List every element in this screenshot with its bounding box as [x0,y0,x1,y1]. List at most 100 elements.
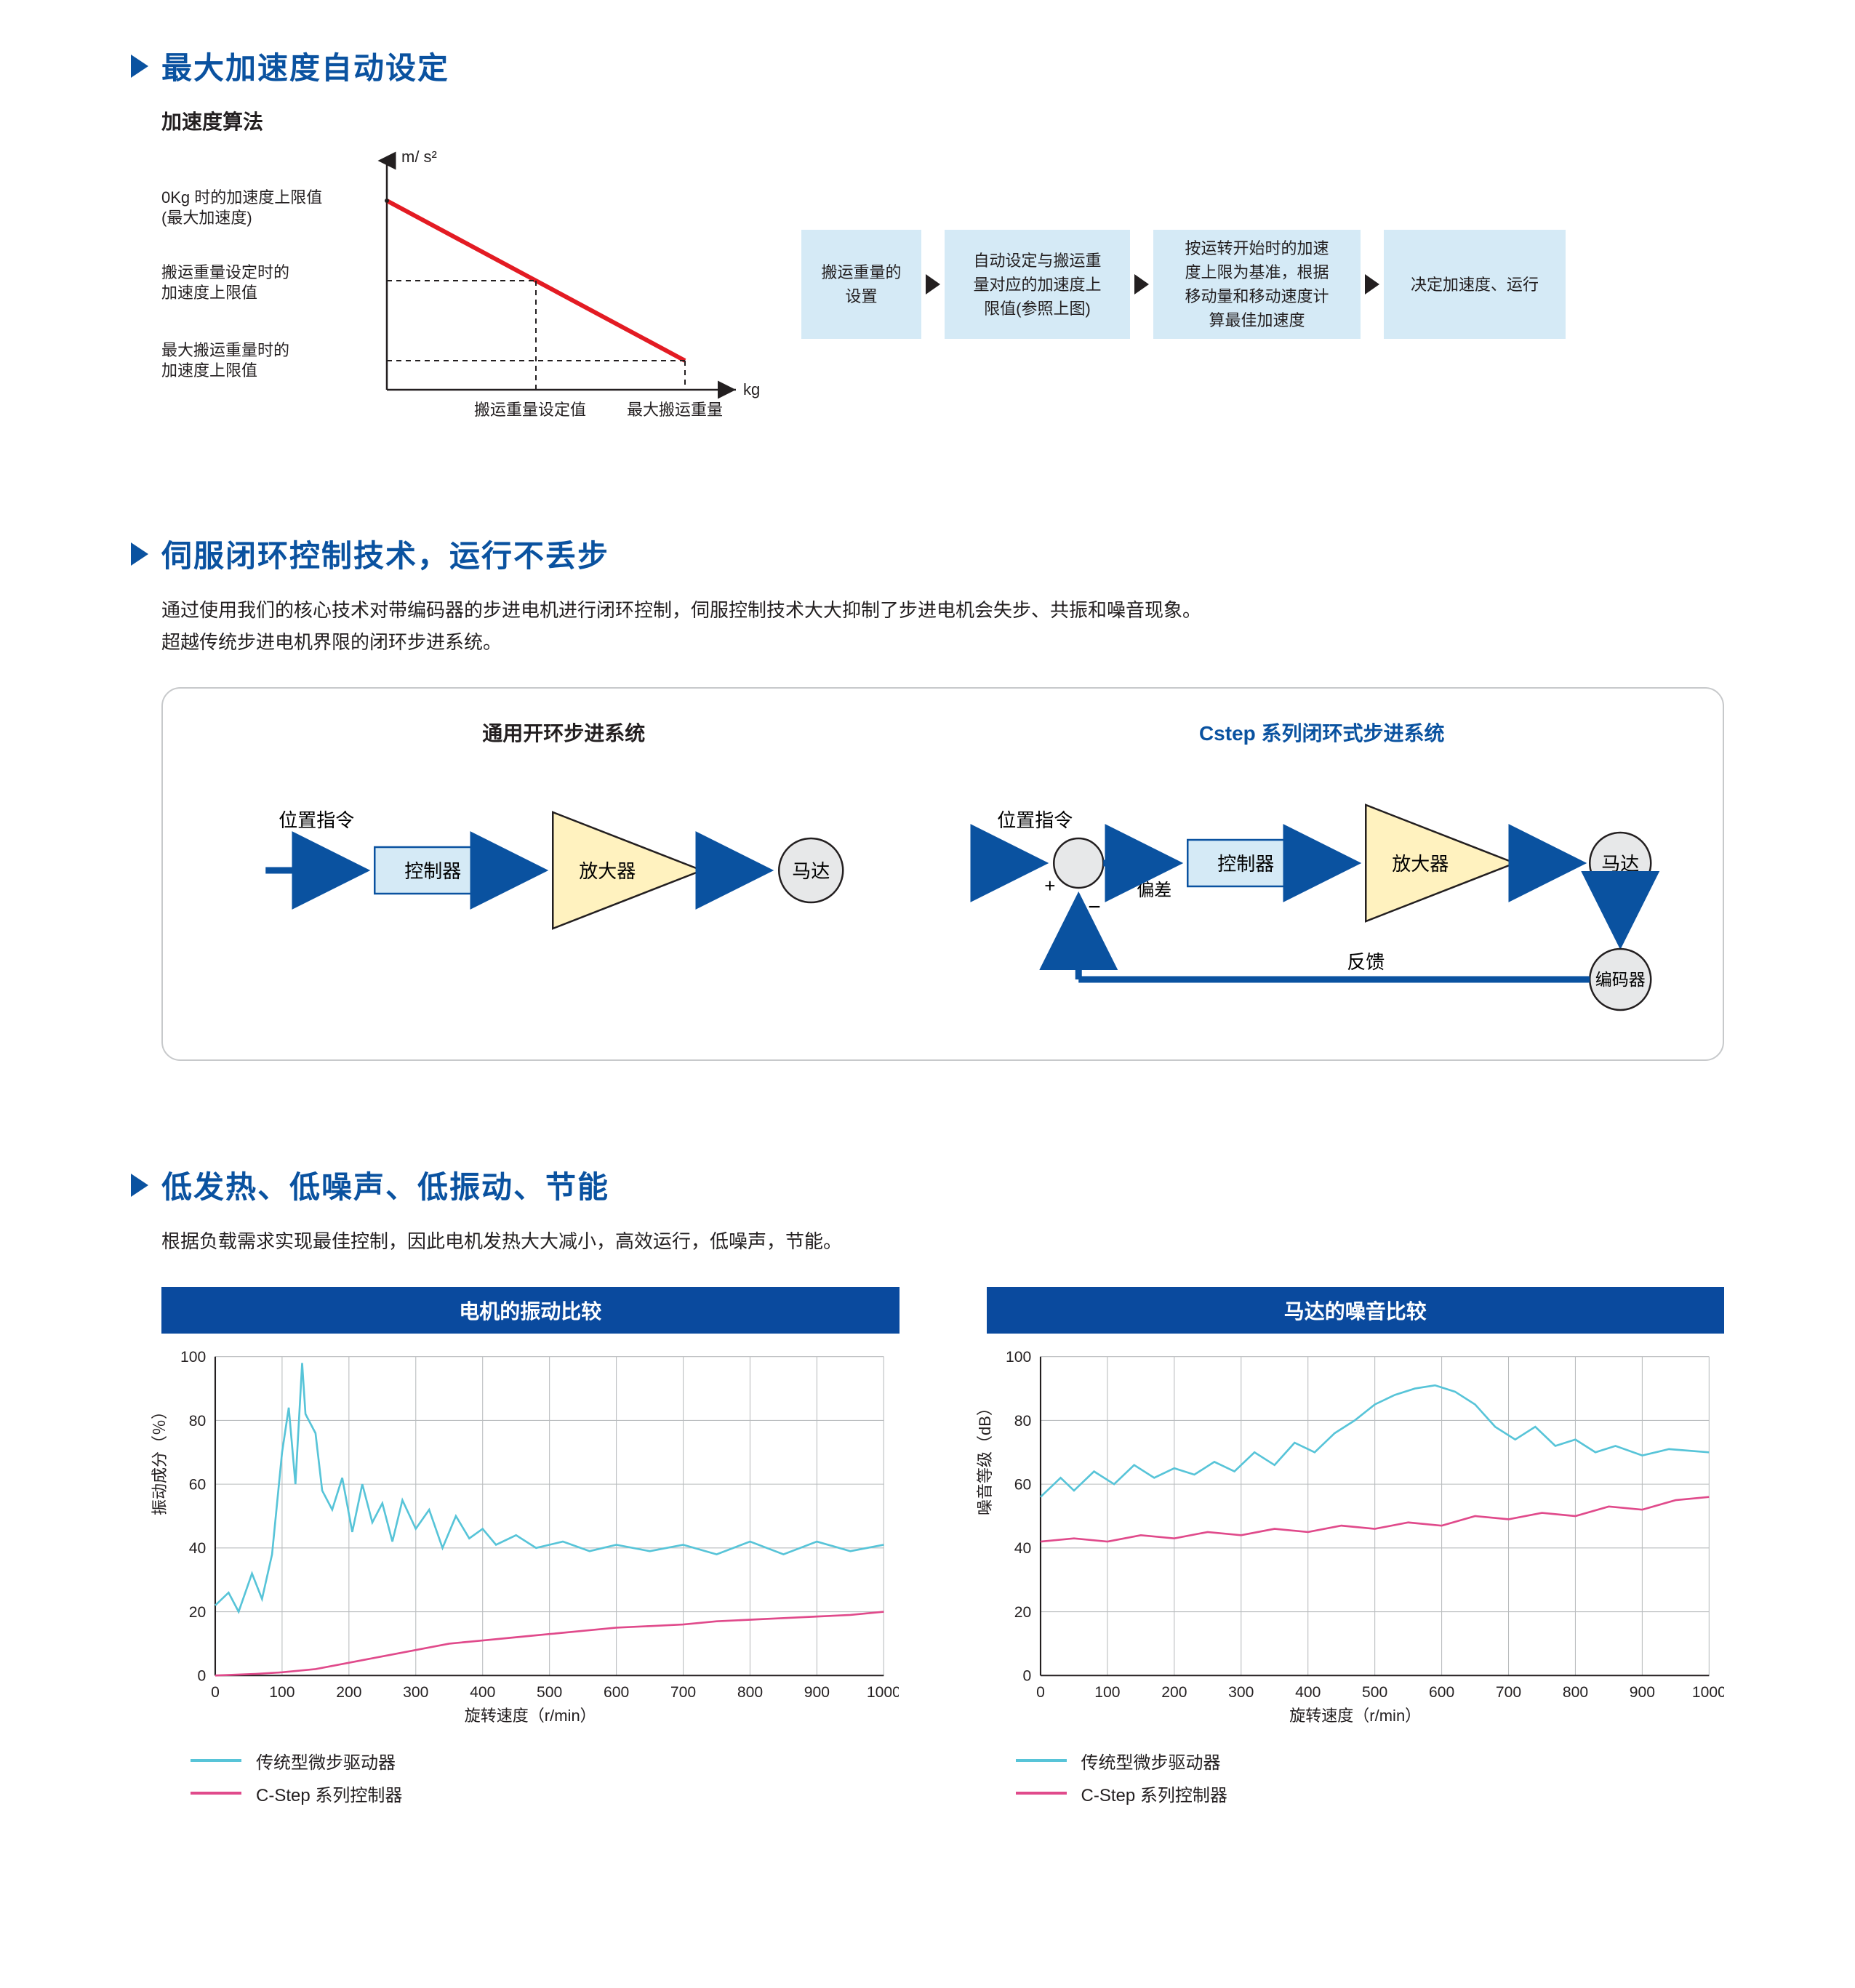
closed-motor: 马达 [1601,853,1639,875]
triangle-bullet-icon [131,1174,148,1197]
acceleration-diagram: m/ s² kg 0Kg 时的加速度上限值 (最大加速度) 搬运重量设定时的 加… [161,150,758,430]
svg-text:200: 200 [336,1683,361,1700]
closed-poscmd: 位置指令 [997,809,1073,831]
svg-text:400: 400 [1295,1683,1321,1700]
svg-text:40: 40 [1014,1540,1031,1557]
section2-body: 通过使用我们的核心技术对带编码器的步进电机进行闭环控制，伺服控制技术大大抑制了步… [161,594,1724,658]
open-loop-diagram: 通用开环步进系统 位置指令 控制器 放大器 [199,718,929,1023]
svg-text:100: 100 [1094,1683,1120,1700]
chart1-area: 振动成分（％） 01002003004005006007008009001000… [161,1334,900,1697]
section-closed-loop: 伺服闭环控制技术，运行不丢步 通过使用我们的核心技术对带编码器的步进电机进行闭环… [131,532,1724,1061]
closed-controller: 控制器 [1217,853,1274,875]
flow-arrow-icon [1365,274,1379,294]
legend-item: C-Step 系列控制器 [1016,1781,1725,1806]
svg-text:60: 60 [1014,1476,1031,1493]
legend-item: C-Step 系列控制器 [191,1781,900,1806]
section1-content-row: m/ s² kg 0Kg 时的加速度上限值 (最大加速度) 搬运重量设定时的 加… [161,150,1724,430]
svg-text:600: 600 [1428,1683,1454,1700]
chart2-title: 马达的噪音比较 [987,1287,1725,1334]
closed-bias: 偏差 [1137,881,1171,900]
svg-text:20: 20 [189,1604,207,1621]
flow-arrow-icon [1134,274,1149,294]
svg-text:600: 600 [604,1683,629,1700]
flow-arrow-icon [926,274,940,294]
section3-body: 根据负载需求实现最佳控制，因此电机发热大大减小，高效运行，低噪声，节能。 [161,1225,1724,1257]
chart-noise: 马达的噪音比较 噪音等级（dB） 01002003004005006007008… [987,1287,1725,1813]
legend-swatch-icon [191,1792,241,1795]
svg-text:500: 500 [537,1683,562,1700]
legend-item: 传统型微步驱动器 [1016,1748,1725,1773]
closed-loop-title: Cstep 系列闭环式步进系统 [958,718,1687,747]
section3-title: 低发热、低噪声、低振动、节能 [161,1163,609,1207]
open-poscmd: 位置指令 [279,809,354,831]
svg-text:1000: 1000 [867,1683,900,1700]
svg-text:20: 20 [1014,1604,1031,1621]
flow-step-2: 自动设定与搬运重 量对应的加速度上 限值(参照上图) [945,230,1130,339]
svg-text:800: 800 [737,1683,763,1700]
sum-minus: − [1088,895,1101,919]
svg-text:40: 40 [189,1540,207,1557]
svg-text:700: 700 [1495,1683,1521,1700]
accel-y-unit: m/ s² [401,147,437,167]
section-max-acceleration: 最大加速度自动设定 加速度算法 [131,44,1724,430]
chart2-area: 噪音等级（dB） 0100200300400500600700800900100… [987,1334,1725,1697]
accel-ylabel-2: 最大搬运重量时的 加速度上限值 [161,340,289,380]
open-loop-svg: 位置指令 控制器 放大器 马达 [199,776,929,1023]
svg-text:800: 800 [1562,1683,1587,1700]
chart2-legend: 传统型微步驱动器 C-Step 系列控制器 [1016,1748,1725,1806]
legend-swatch-icon [1016,1759,1067,1762]
svg-text:80: 80 [189,1412,207,1429]
closed-encoder: 编码器 [1595,970,1645,989]
open-amp: 放大器 [579,860,636,882]
svg-text:0: 0 [211,1683,220,1700]
loop-diagram-container: 通用开环步进系统 位置指令 控制器 放大器 [161,687,1724,1061]
accel-xlabel-1: 最大搬运重量 [627,400,723,420]
open-loop-title: 通用开环步进系统 [199,718,929,747]
svg-text:0: 0 [1036,1683,1045,1700]
svg-text:400: 400 [470,1683,495,1700]
svg-text:1000: 1000 [1691,1683,1724,1700]
accel-ylabel-1: 搬运重量设定时的 加速度上限值 [161,262,289,302]
closed-loop-svg: 位置指令 + − 偏差 控制器 放大器 马达 [958,776,1687,1023]
svg-text:60: 60 [189,1476,207,1493]
svg-text:100: 100 [180,1349,206,1366]
legend-swatch-icon [1016,1792,1067,1795]
chart1-legend: 传统型微步驱动器 C-Step 系列控制器 [191,1748,900,1806]
svg-text:100: 100 [269,1683,295,1700]
closed-feedback: 反馈 [1347,951,1385,973]
accel-xlabel-0: 搬运重量设定值 [474,400,586,420]
svg-text:900: 900 [1629,1683,1654,1700]
section1-title-row: 最大加速度自动设定 [131,44,1724,88]
legend-swatch-icon [191,1759,241,1762]
section1-title: 最大加速度自动设定 [161,44,449,88]
chart1-title: 电机的振动比较 [161,1287,900,1334]
section2-title: 伺服闭环控制技术，运行不丢步 [161,532,609,576]
accel-ylabel-0: 0Kg 时的加速度上限值 (最大加速度) [161,188,322,228]
closed-amp: 放大器 [1392,853,1449,875]
svg-text:300: 300 [403,1683,428,1700]
flow-diagram: 搬运重量的 设置 自动设定与搬运重 量对应的加速度上 限值(参照上图) 按运转开… [801,230,1566,339]
open-controller: 控制器 [404,860,461,882]
charts-row: 电机的振动比较 振动成分（％） 010020030040050060070080… [161,1287,1724,1813]
svg-text:100: 100 [1006,1349,1031,1366]
section3-title-row: 低发热、低噪声、低振动、节能 [131,1163,1724,1207]
triangle-bullet-icon [131,55,148,78]
svg-text:0: 0 [198,1667,207,1684]
chart2-svg: 0100200300400500600700800900100002040608… [987,1334,1724,1718]
section2-title-row: 伺服闭环控制技术，运行不丢步 [131,532,1724,576]
open-motor: 马达 [792,860,830,882]
legend-item: 传统型微步驱动器 [191,1748,900,1773]
flow-step-4: 决定加速度、运行 [1384,230,1566,339]
svg-text:300: 300 [1228,1683,1254,1700]
chart-vibration: 电机的振动比较 振动成分（％） 010020030040050060070080… [161,1287,900,1813]
triangle-bullet-icon [131,542,148,566]
flow-step-3: 按运转开始时的加速 度上限为基准，根据 移动量和移动速度计 算最佳加速度 [1153,230,1361,339]
svg-text:500: 500 [1362,1683,1387,1700]
section1-subtitle: 加速度算法 [161,106,1724,135]
svg-text:200: 200 [1161,1683,1187,1700]
sum-plus: + [1044,875,1055,897]
section-low-properties: 低发热、低噪声、低振动、节能 根据负载需求实现最佳控制，因此电机发热大大减小，高… [131,1163,1724,1813]
chart1-svg: 0100200300400500600700800900100002040608… [161,1334,899,1718]
closed-loop-diagram: Cstep 系列闭环式步进系统 位置指令 + − 偏差 控制器 [958,718,1687,1023]
svg-text:0: 0 [1022,1667,1031,1684]
